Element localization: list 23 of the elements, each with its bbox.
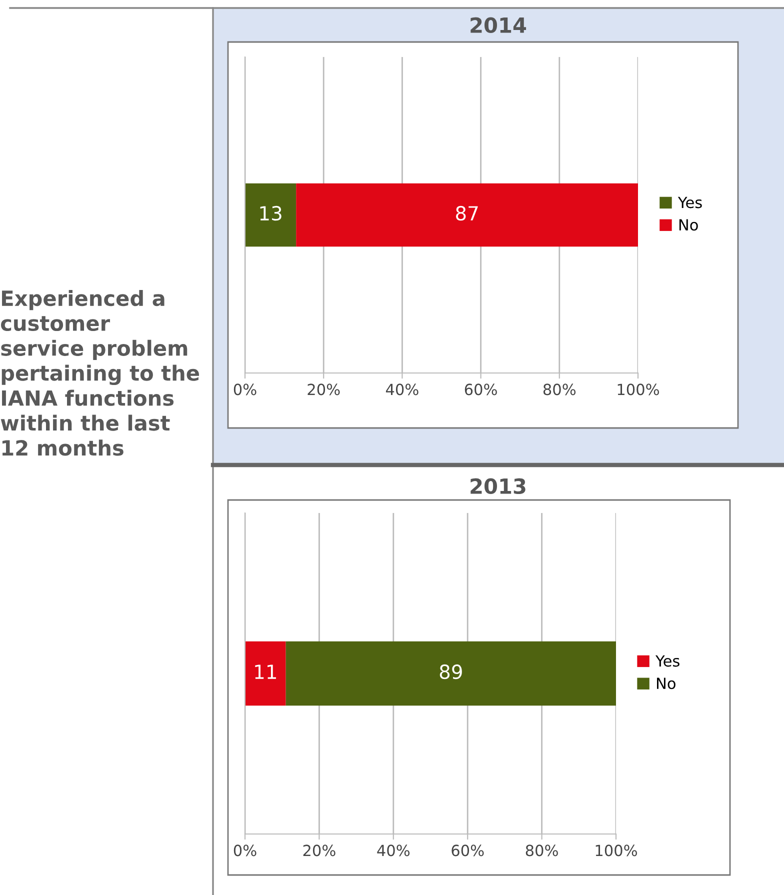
x-tick-label: 80% xyxy=(526,844,558,856)
data-label: 89 xyxy=(440,664,462,680)
x-tick-label: 100% xyxy=(618,384,659,396)
legend-label: Yes xyxy=(678,196,702,208)
x-tick-label: 60% xyxy=(452,844,484,856)
x-tick-label: 0% xyxy=(234,844,256,856)
x-tick-label: 20% xyxy=(303,844,336,856)
x-tick-label: 40% xyxy=(377,844,410,856)
x-tick-label: 100% xyxy=(596,844,637,856)
legend-label: Yes xyxy=(655,655,680,667)
text: Experienced a customer service problem pertaining to the IANA functions within the last 12 months xyxy=(0,290,199,456)
chart-title: 2014 xyxy=(470,17,526,34)
data-label: 87 xyxy=(456,206,478,221)
x-tick-label: 60% xyxy=(464,384,497,396)
x-tick-label: 40% xyxy=(386,384,418,396)
x-tick-label: 0% xyxy=(234,384,256,396)
legend-label: No xyxy=(679,219,698,231)
x-tick-label: 80% xyxy=(543,384,576,396)
data-label: 11 xyxy=(255,664,276,679)
data-label: 13 xyxy=(260,206,282,221)
legend-label: No xyxy=(657,678,676,690)
x-tick-label: 20% xyxy=(308,384,340,396)
chart-title: 2013 xyxy=(470,478,526,494)
